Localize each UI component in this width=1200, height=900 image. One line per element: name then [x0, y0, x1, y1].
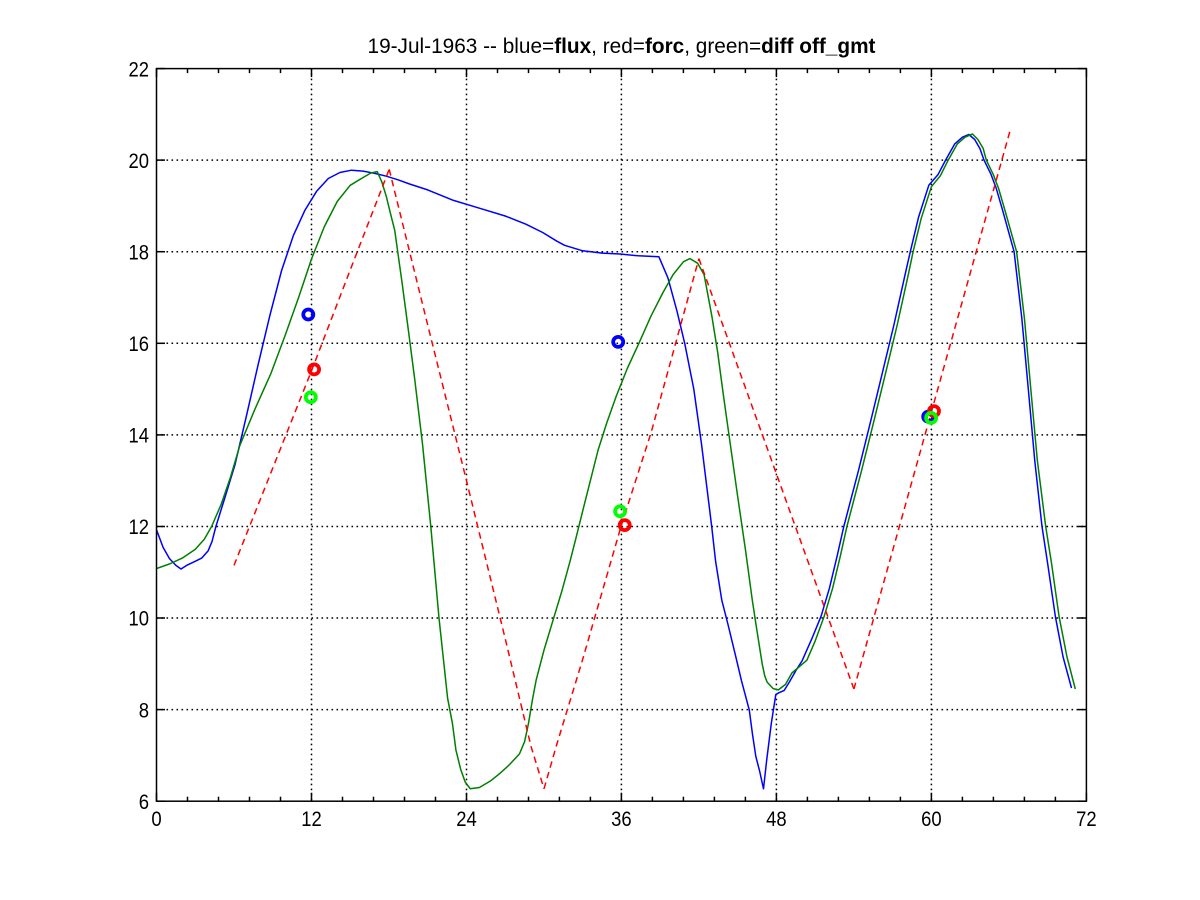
svg-text:10: 10 [129, 608, 150, 631]
svg-text:12: 12 [301, 808, 322, 831]
svg-text:19-Jul-1963 -- blue=flux, red=: 19-Jul-1963 -- blue=flux, red=forc, gree… [368, 35, 876, 58]
svg-text:72: 72 [1076, 808, 1097, 831]
svg-text:60: 60 [921, 808, 942, 831]
svg-text:24: 24 [456, 808, 477, 831]
svg-text:14: 14 [129, 425, 150, 448]
svg-text:18: 18 [129, 241, 150, 264]
svg-text:36: 36 [611, 808, 632, 831]
svg-text:0: 0 [151, 808, 161, 831]
svg-text:20: 20 [129, 150, 150, 173]
svg-text:8: 8 [139, 699, 149, 722]
svg-text:22: 22 [129, 58, 150, 81]
svg-text:48: 48 [766, 808, 787, 831]
svg-text:16: 16 [129, 333, 150, 356]
svg-text:6: 6 [139, 791, 149, 814]
svg-text:12: 12 [129, 516, 150, 539]
